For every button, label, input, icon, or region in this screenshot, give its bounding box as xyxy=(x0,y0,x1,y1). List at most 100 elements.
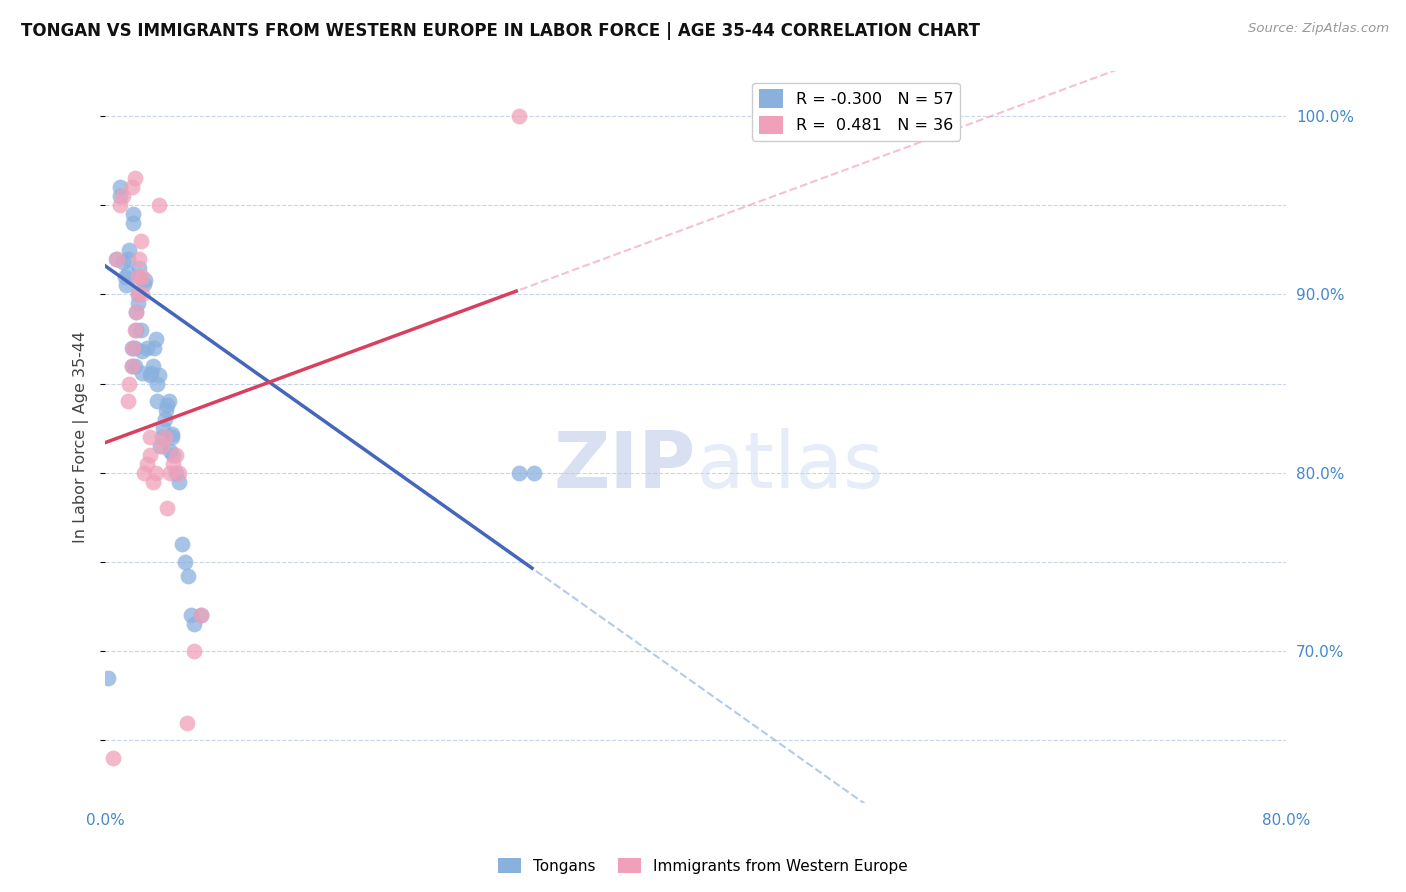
Point xyxy=(128,269,150,284)
Point xyxy=(162,457,184,471)
Point xyxy=(148,368,170,382)
Point xyxy=(101,751,124,765)
Legend: Tongans, Immigrants from Western Europe: Tongans, Immigrants from Western Europe xyxy=(492,852,914,880)
Point xyxy=(142,475,165,489)
Point xyxy=(190,608,212,623)
Point xyxy=(508,109,530,123)
Point xyxy=(141,366,163,380)
Point xyxy=(149,439,172,453)
Point xyxy=(153,412,176,426)
Point xyxy=(159,444,181,458)
Point xyxy=(127,296,149,310)
Point xyxy=(177,569,200,583)
Point xyxy=(118,376,141,391)
Point xyxy=(128,252,150,266)
Point xyxy=(135,341,157,355)
Text: Source: ZipAtlas.com: Source: ZipAtlas.com xyxy=(1249,22,1389,36)
Point xyxy=(127,287,149,301)
Point xyxy=(112,189,135,203)
Point xyxy=(190,608,212,623)
Text: atlas: atlas xyxy=(696,428,883,504)
Point xyxy=(131,366,153,380)
Point xyxy=(97,671,120,685)
Point xyxy=(160,426,183,441)
Point xyxy=(169,475,191,489)
Point xyxy=(121,341,143,355)
Point xyxy=(169,466,191,480)
Point xyxy=(127,287,149,301)
Legend: R = -0.300   N = 57, R =  0.481   N = 36: R = -0.300 N = 57, R = 0.481 N = 36 xyxy=(752,83,960,141)
Point xyxy=(124,171,146,186)
Point xyxy=(180,608,202,623)
Point xyxy=(138,430,162,444)
Y-axis label: In Labor Force | Age 35-44: In Labor Force | Age 35-44 xyxy=(73,331,90,543)
Point xyxy=(122,341,145,355)
Point xyxy=(157,394,180,409)
Point xyxy=(122,216,145,230)
Point xyxy=(142,359,165,373)
Point xyxy=(125,323,148,337)
Point xyxy=(114,269,136,284)
Point xyxy=(135,457,157,471)
Point xyxy=(129,234,152,248)
Point xyxy=(115,278,138,293)
Point xyxy=(122,207,145,221)
Point xyxy=(176,715,198,730)
Point xyxy=(112,255,135,269)
Point xyxy=(117,252,139,266)
Point xyxy=(143,341,166,355)
Point xyxy=(134,273,156,287)
Point xyxy=(150,439,173,453)
Point xyxy=(522,466,544,480)
Point xyxy=(129,323,152,337)
Point xyxy=(121,359,143,373)
Point xyxy=(159,466,181,480)
Point xyxy=(138,368,162,382)
Point xyxy=(148,198,170,212)
Point xyxy=(150,430,173,444)
Point xyxy=(160,430,183,444)
Point xyxy=(131,344,153,359)
Point xyxy=(117,266,139,280)
Point xyxy=(508,466,530,480)
Point xyxy=(165,466,187,480)
Point xyxy=(110,180,132,194)
Point xyxy=(146,376,169,391)
Point xyxy=(146,394,169,409)
Point xyxy=(156,501,179,516)
Point xyxy=(131,269,153,284)
Point xyxy=(124,341,146,355)
Point xyxy=(105,252,128,266)
Point xyxy=(127,269,149,284)
Point xyxy=(104,252,127,266)
Point xyxy=(156,398,179,412)
Point xyxy=(145,466,167,480)
Point xyxy=(131,287,153,301)
Point xyxy=(124,323,146,337)
Point xyxy=(121,359,143,373)
Point xyxy=(174,555,197,569)
Point xyxy=(138,448,162,462)
Point xyxy=(152,421,174,435)
Point xyxy=(172,537,194,551)
Text: TONGAN VS IMMIGRANTS FROM WESTERN EUROPE IN LABOR FORCE | AGE 35-44 CORRELATION : TONGAN VS IMMIGRANTS FROM WESTERN EUROPE… xyxy=(21,22,980,40)
Point xyxy=(132,466,155,480)
Point xyxy=(125,305,148,319)
Point xyxy=(118,243,141,257)
Point xyxy=(153,430,176,444)
Point xyxy=(110,189,132,203)
Point xyxy=(165,448,187,462)
Point xyxy=(183,644,205,658)
Text: ZIP: ZIP xyxy=(554,428,696,504)
Point xyxy=(183,617,205,632)
Point xyxy=(110,198,132,212)
Point xyxy=(121,180,143,194)
Point xyxy=(117,394,139,409)
Point xyxy=(132,277,155,291)
Point xyxy=(124,359,146,373)
Point xyxy=(162,448,184,462)
Point xyxy=(128,260,150,275)
Point xyxy=(145,332,167,346)
Point xyxy=(125,305,148,319)
Point xyxy=(155,403,177,417)
